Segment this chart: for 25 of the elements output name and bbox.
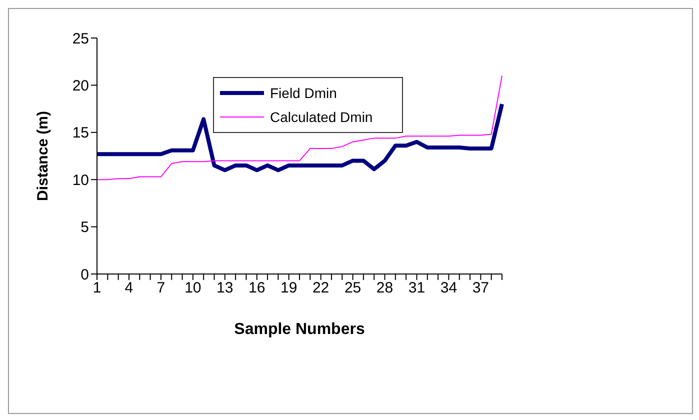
x-tick-label: 4 xyxy=(124,280,134,297)
x-tick-label: 16 xyxy=(248,280,266,297)
x-tick-label: 10 xyxy=(184,280,202,297)
y-tick-label: 0 xyxy=(80,266,89,284)
x-tick-label: 37 xyxy=(472,280,490,297)
x-tick-label: 34 xyxy=(440,280,458,297)
x-tick-label: 13 xyxy=(216,280,234,297)
x-tick-label: 22 xyxy=(312,280,330,297)
y-tick-label: 15 xyxy=(72,124,89,142)
y-axis-title: Distance (m) xyxy=(34,110,52,202)
x-tick-label: 25 xyxy=(344,280,362,297)
x-tick-label: 19 xyxy=(280,280,298,297)
x-tick-label: 1 xyxy=(92,280,102,297)
x-axis-title: Sample Numbers xyxy=(234,321,365,338)
y-tick-label: 20 xyxy=(72,78,89,95)
y-tick-label: 5 xyxy=(80,219,89,236)
line-series xyxy=(96,75,502,180)
legend-label: Calculated Dmin xyxy=(270,109,373,125)
x-tick-label: 31 xyxy=(408,280,426,297)
x-tick-label: 28 xyxy=(376,280,394,297)
legend-label: Field Dmin xyxy=(270,85,337,101)
line-series xyxy=(95,102,504,172)
y-tick-label: 10 xyxy=(72,172,89,189)
x-tick-label: 7 xyxy=(156,280,166,297)
y-tick-label: 25 xyxy=(72,30,89,48)
